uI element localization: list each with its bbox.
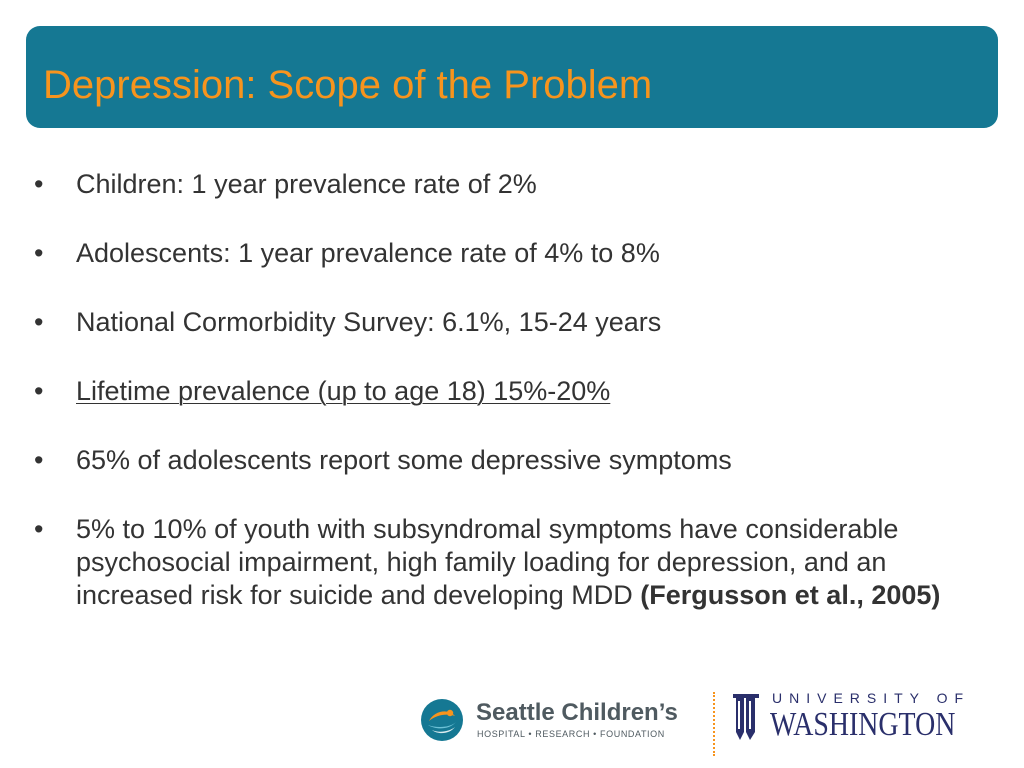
bullet-item: • Adolescents: 1 year prevalence rate of… [30,237,970,270]
bullet-item: • 5% to 10% of youth with subsyndromal s… [30,513,970,612]
bullet-marker: • [34,445,44,475]
bullet-text-underlined: Lifetime prevalence (up to age 18) 15%-2… [76,376,611,406]
slide-title: Depression: Scope of the Problem [43,63,653,107]
logo-divider [713,692,715,756]
footer-logos: Seattle Children’s HOSPITAL • RESEARCH •… [420,680,980,760]
uw-top-line: UNIVERSITY OF [772,690,971,706]
bullet-list: • Children: 1 year prevalence rate of 2%… [30,168,970,648]
bullet-text: National Cormorbidity Survey: 6.1%, 15-2… [76,307,662,337]
bullet-item: • 65% of adolescents report some depress… [30,444,970,477]
bullet-item: • Children: 1 year prevalence rate of 2% [30,168,970,201]
citation: (Fergusson et al., 2005) [640,580,941,610]
uw-bottom-line: WASHINGTON [770,706,956,743]
bullet-text: Adolescents: 1 year prevalence rate of 4… [76,238,660,268]
uw-logo-mark-icon [732,692,760,742]
bullet-item: • National Cormorbidity Survey: 6.1%, 15… [30,306,970,339]
seattle-childrens-logo: Seattle Children’s HOSPITAL • RESEARCH •… [420,694,690,744]
bullet-item-underlined: • Lifetime prevalence (up to age 18) 15%… [30,375,970,408]
bullet-marker: • [34,238,44,268]
seattle-childrens-name: Seattle Children’s [476,699,678,726]
uw-logo: UNIVERSITY OF WASHINGTON [732,688,963,752]
bullet-text: Children: 1 year prevalence rate of 2% [76,169,537,199]
seattle-childrens-tagline: HOSPITAL • RESEARCH • FOUNDATION [477,729,665,739]
bullet-marker: • [34,307,44,337]
title-banner: Depression: Scope of the Problem [26,26,998,128]
bullet-marker: • [34,376,44,406]
seattle-childrens-logo-mark-icon [420,698,464,742]
bullet-marker: • [34,514,44,544]
bullet-text: 65% of adolescents report some depressiv… [76,445,732,475]
bullet-text: 5% to 10% of youth with subsyndromal sym… [76,514,899,610]
bullet-marker: • [34,169,44,199]
